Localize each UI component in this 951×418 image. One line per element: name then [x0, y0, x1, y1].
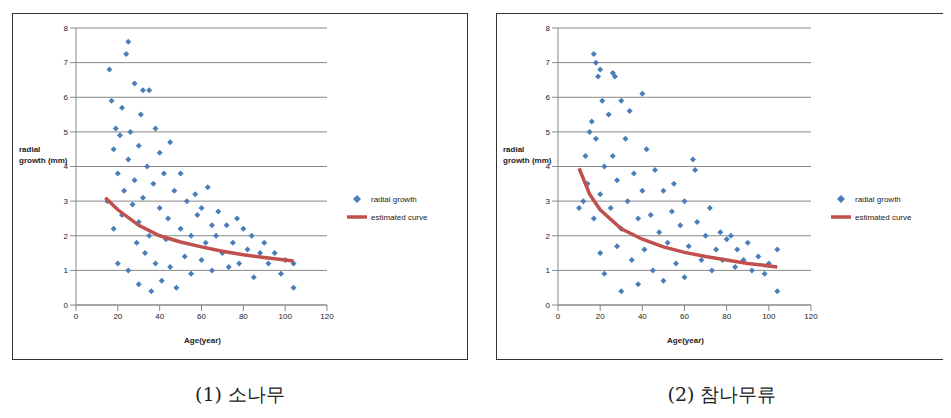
- html-text:Age(year): Age(year): [667, 336, 704, 345]
- html-text:radial growth (mm): radial growth (mm): [19, 145, 68, 165]
- svg-text:7: 7: [546, 58, 551, 67]
- svg-text:8: 8: [64, 24, 69, 33]
- svg-text:4: 4: [63, 162, 68, 172]
- html-text:(1) 소나무: (1) 소나무: [195, 383, 285, 405]
- html-text:estimated curve: estimated curve: [371, 212, 428, 222]
- svg-text:6: 6: [64, 93, 69, 102]
- svg-text:40: 40: [155, 312, 164, 321]
- svg-text:5: 5: [546, 128, 551, 137]
- svg-text:80: 80: [239, 312, 248, 321]
- html-text:estimated curve: estimated curve: [855, 212, 912, 222]
- svg-text:2: 2: [64, 232, 69, 241]
- svg-text:0: 0: [546, 301, 551, 310]
- svg-text:100: 100: [278, 312, 292, 321]
- svg-text:120: 120: [804, 312, 818, 321]
- svg-text:4: 4: [545, 162, 550, 172]
- svg-text:20: 20: [596, 312, 605, 321]
- svg-text:2: 2: [546, 232, 551, 241]
- svg-text:0: 0: [556, 312, 561, 321]
- svg-text:1: 1: [546, 266, 551, 275]
- svg-text:1: 1: [64, 266, 69, 275]
- html-text:(2) 참나무류: (2) 참나무류: [667, 383, 777, 405]
- svg-text:7: 7: [64, 58, 69, 67]
- svg-text:80: 80: [722, 312, 731, 321]
- svg-text:0: 0: [74, 312, 79, 321]
- svg-text:100: 100: [762, 312, 776, 321]
- svg-text:6: 6: [546, 93, 551, 102]
- svg-text:20: 20: [113, 312, 122, 321]
- svg-text:3: 3: [64, 197, 69, 206]
- svg-text:3: 3: [546, 197, 551, 206]
- svg-text:0: 0: [64, 301, 69, 310]
- html-text:radial growth (mm): radial growth (mm): [503, 145, 552, 165]
- svg-text:60: 60: [197, 312, 206, 321]
- svg-text:60: 60: [680, 312, 689, 321]
- html-text:radial growth: radial growth: [371, 194, 417, 204]
- svg-text:120: 120: [320, 312, 334, 321]
- html-text:Age(year): Age(year): [184, 336, 221, 345]
- html-text:radial growth: radial growth: [855, 194, 901, 204]
- svg-text:40: 40: [638, 312, 647, 321]
- svg-text:8: 8: [546, 24, 551, 33]
- svg-text:5: 5: [64, 128, 69, 137]
